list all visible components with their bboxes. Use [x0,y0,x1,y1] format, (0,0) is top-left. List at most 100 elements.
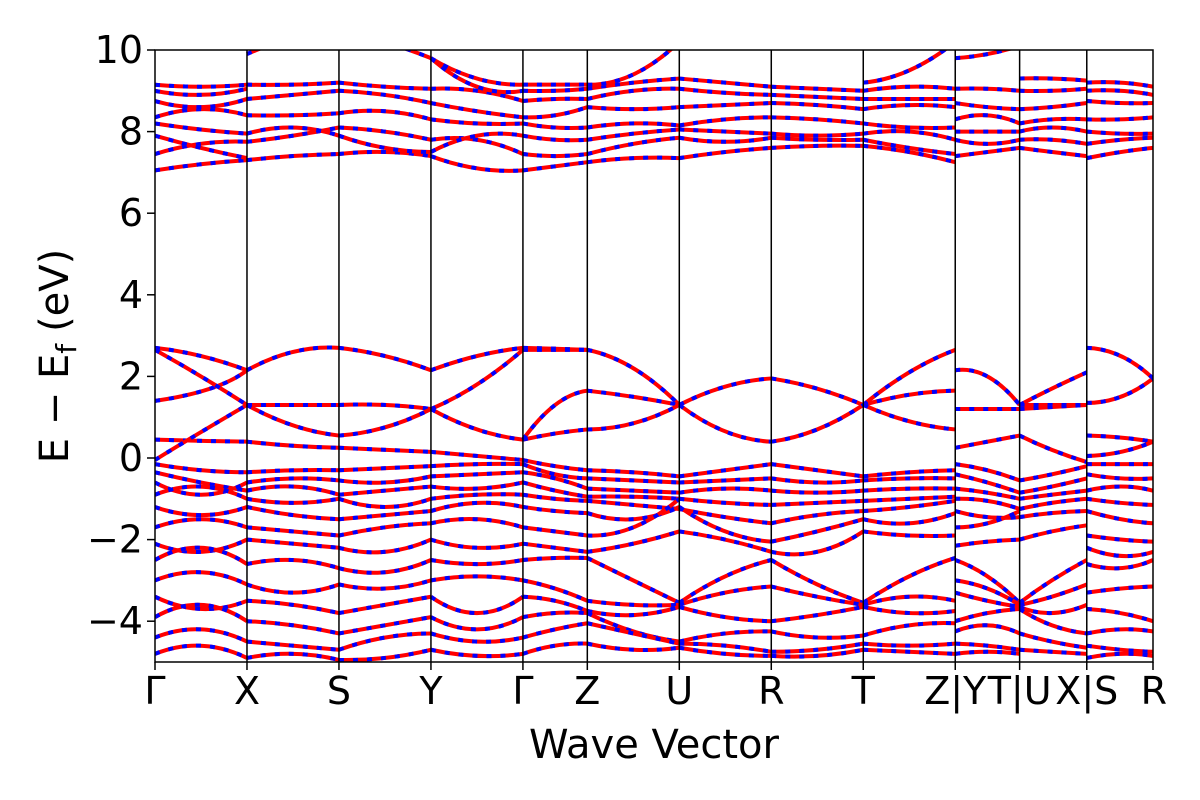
band-line-blue [955,509,1021,530]
band-line-blue [430,449,524,463]
band-line-blue [155,158,248,173]
band-line-blue [1018,558,1088,605]
band-line-blue [954,462,1021,483]
band-line-blue [862,102,956,112]
y-tick-label: 6 [119,191,143,235]
band-line-blue [678,604,772,624]
band-line-blue [862,594,956,607]
band-line-blue [679,496,772,507]
y-axis-ticks: −4 −2 0 2 4 6 8 10 [87,28,155,643]
band-line-blue [770,629,864,640]
band-line-blue [430,480,524,491]
band-line-red [1086,509,1153,526]
band-line-blue [679,101,772,110]
x-tick-label: U [665,669,693,713]
band-line-blue [770,517,864,544]
band-line-blue [1086,533,1153,544]
band-line-red [1086,376,1153,405]
band-line-blue [1086,129,1153,136]
band-line-blue [770,509,864,526]
band-line-blue [954,145,1020,159]
band-line-blue [678,135,772,144]
band-line-blue [1019,476,1088,495]
band-line-red [155,348,249,407]
band-line-blue [1019,496,1087,511]
band-line-blue [430,517,524,530]
band-line-blue [246,496,340,505]
band-line-blue [522,621,588,640]
band-line-blue [430,101,524,120]
band-line-blue [678,584,772,607]
band-line-red [954,578,1021,607]
band-line-blue [522,121,588,131]
band-line-blue [430,117,524,126]
band-line-blue [863,494,956,503]
band-line-red [1086,558,1153,571]
band-line-blue [430,574,524,583]
band-line-blue [338,88,432,105]
band-line-blue [522,462,588,481]
band-line-blue [338,402,432,412]
band-line-blue [338,133,431,154]
x-tick-label: T|U [987,669,1052,714]
band-line-blue [522,160,588,173]
band-line-blue [862,388,956,407]
band-line-blue [522,470,589,491]
band-line-blue [246,439,340,450]
band-line-blue [679,476,772,485]
band-line-blue [954,649,1020,656]
band-line-blue [955,486,1021,501]
band-line-blue [1086,115,1153,122]
band-line-red [586,556,681,605]
band-line-blue [338,80,431,91]
y-axis-label-main: E − E [32,354,78,464]
band-line-blue [429,595,525,615]
band-line-blue [955,86,1020,93]
band-line-blue [338,578,432,591]
band-line-blue [955,641,1020,652]
band-line-blue [522,610,588,620]
band-line-blue [1086,433,1153,444]
band-line-blue [771,92,864,101]
y-tick-label: 4 [119,273,143,317]
band-line-blue [954,433,1021,450]
band-line-blue [678,115,772,128]
band-line-blue [771,488,864,495]
band-line-blue [770,476,864,485]
band-line-blue [155,97,248,110]
band-line-blue [1019,101,1088,112]
x-tick-label: X [234,669,260,713]
band-line-blue [587,529,680,554]
band-line-red [863,50,948,85]
band-line-blue [430,615,524,632]
band-line-blue [1019,125,1088,134]
band-line-blue [587,105,680,112]
band-line-blue [771,84,864,93]
band-line-blue [862,529,956,539]
y-tick-label: 0 [119,436,143,480]
band-line-blue [586,135,680,156]
band-line-blue [155,121,248,136]
band-line-blue [338,149,432,159]
band-line-blue [430,470,524,479]
band-line-blue [155,517,248,530]
band-line-blue [338,464,432,473]
band-line-blue [246,152,340,163]
band-line-blue [338,647,432,662]
y-tick-label: 10 [95,28,143,72]
band-line-blue [587,388,680,407]
band-line-blue [338,509,432,522]
band-line-blue [430,647,524,659]
band-line-blue [403,50,432,61]
band-line-blue [246,467,340,475]
band-line-blue [522,594,589,613]
band-line-blue [522,458,588,473]
band-line-blue [155,505,248,518]
band-line-blue [771,403,865,444]
band-line-blue [586,505,681,522]
band-line-blue [155,403,248,462]
band-line-blue [587,403,681,432]
band-line-blue [155,594,248,611]
band-line-blue [587,476,680,485]
band-line-blue [587,76,680,91]
